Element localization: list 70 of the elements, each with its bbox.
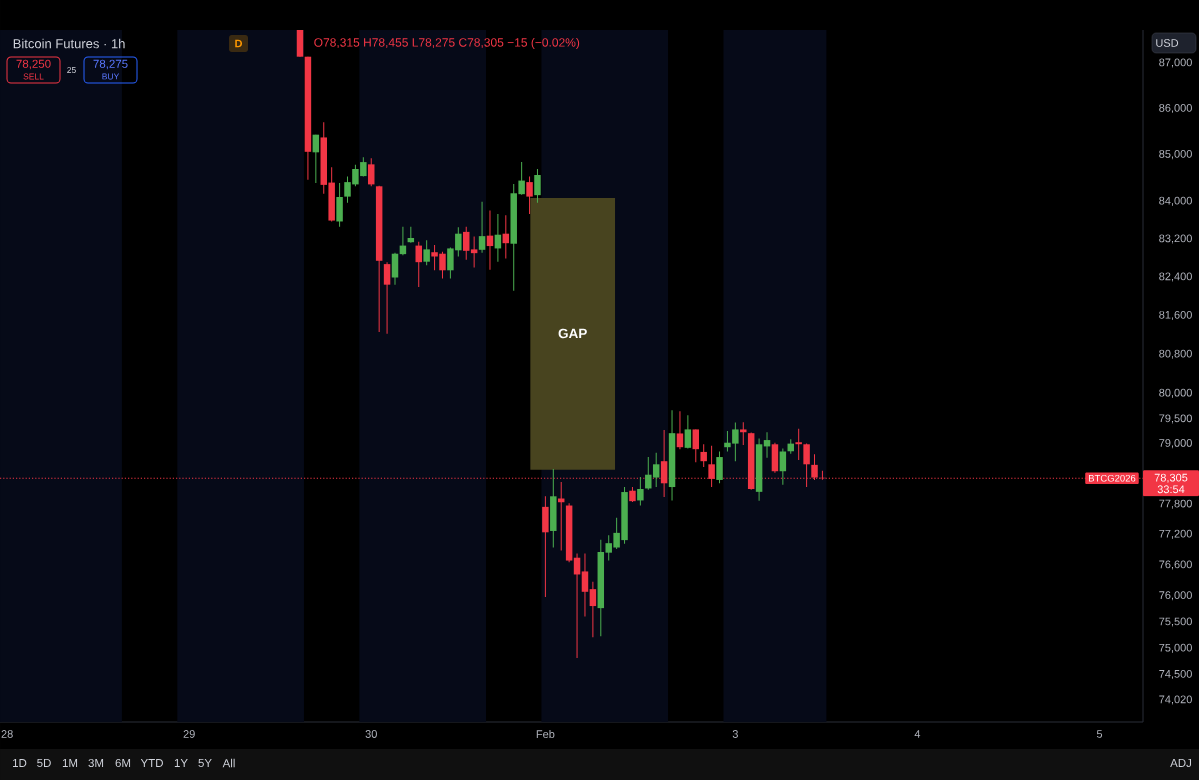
y-tick-label: 86,000 — [1159, 104, 1192, 114]
y-tick-label: 80,800 — [1159, 349, 1192, 359]
y-tick-label: 81,600 — [1159, 310, 1192, 320]
x-tick-label: Feb — [536, 729, 555, 739]
y-tick-label: 76,000 — [1159, 591, 1192, 601]
ref-line-label: BTCG2026 — [1088, 474, 1136, 482]
text: 5D — [37, 758, 51, 767]
candlestick — [368, 157, 375, 187]
text: 78,305 — [1154, 473, 1188, 483]
text: All — [222, 758, 235, 768]
y-tick-label: 79,000 — [1159, 439, 1192, 449]
candlestick — [478, 201, 486, 254]
text: YTD — [140, 759, 163, 767]
text: 1M — [62, 759, 78, 767]
text: 1D — [13, 759, 27, 767]
x-tick-label: 28 — [1, 730, 13, 738]
candlestick — [526, 175, 533, 215]
candlestick — [383, 261, 391, 335]
y-tick-label: 75,000 — [1159, 643, 1192, 653]
text: 1Y — [174, 759, 188, 767]
y-tick-label: 85,000 — [1159, 150, 1192, 160]
candlestick — [423, 239, 430, 266]
x-tick-label: 3 — [732, 730, 738, 738]
x-tick-label: 29 — [183, 730, 195, 738]
candlestick — [684, 414, 692, 450]
annotation: 25 — [67, 66, 76, 73]
y-tick-label: 83,200 — [1159, 234, 1192, 244]
y-tick-label: 80,000 — [1159, 388, 1192, 398]
y-tick-label: 74,500 — [1159, 670, 1192, 680]
y-tick-label: 82,400 — [1159, 272, 1192, 282]
text: 3M — [88, 758, 104, 768]
y-tick-label: 77,200 — [1159, 529, 1192, 539]
annotation: 78,275 — [93, 59, 128, 70]
candlestick — [637, 476, 644, 507]
y-tick-label: 77,800 — [1159, 499, 1192, 509]
text: 5Y — [198, 758, 212, 767]
annotation: SELL — [23, 73, 44, 80]
text: Bitcoin Futures · 1h — [13, 38, 125, 49]
text: 33:54 — [1157, 485, 1185, 494]
candlestick — [795, 428, 802, 461]
y-tick-label: 74,020 — [1159, 695, 1192, 705]
candlestick — [692, 428, 700, 463]
text: O78,315 H78,455 L78,275 C78,305 −15 (−0.02%) — [314, 37, 580, 50]
y-tick-label: 75,500 — [1159, 617, 1192, 627]
text: USD — [1156, 39, 1179, 47]
annotation: 78,250 — [16, 59, 51, 70]
band-label: GAP — [558, 328, 587, 339]
y-tick-label: 87,000 — [1159, 58, 1192, 68]
candlestick — [740, 421, 747, 446]
y-tick-label: 76,600 — [1159, 560, 1192, 570]
x-tick-label: 5 — [1096, 730, 1103, 738]
candlestick — [470, 236, 478, 269]
candlestick — [716, 451, 723, 484]
candlestick — [462, 226, 470, 261]
candlestick — [589, 581, 597, 638]
candlestick — [700, 443, 707, 468]
candlestick — [676, 410, 684, 450]
x-tick-label: 4 — [914, 730, 921, 738]
candlestick — [779, 448, 787, 486]
y-tick-label: 84,000 — [1159, 196, 1192, 206]
text: 6M — [115, 758, 131, 768]
annotation: D — [235, 39, 243, 48]
candlestick — [391, 252, 399, 286]
candlestick — [581, 552, 589, 618]
annotation: BUY — [102, 73, 120, 80]
x-tick-label: 30 — [365, 730, 377, 738]
candlestick — [534, 168, 541, 204]
text: ADJ — [1170, 758, 1192, 767]
candlestick — [415, 241, 422, 288]
y-tick-label: 79,500 — [1159, 414, 1192, 424]
